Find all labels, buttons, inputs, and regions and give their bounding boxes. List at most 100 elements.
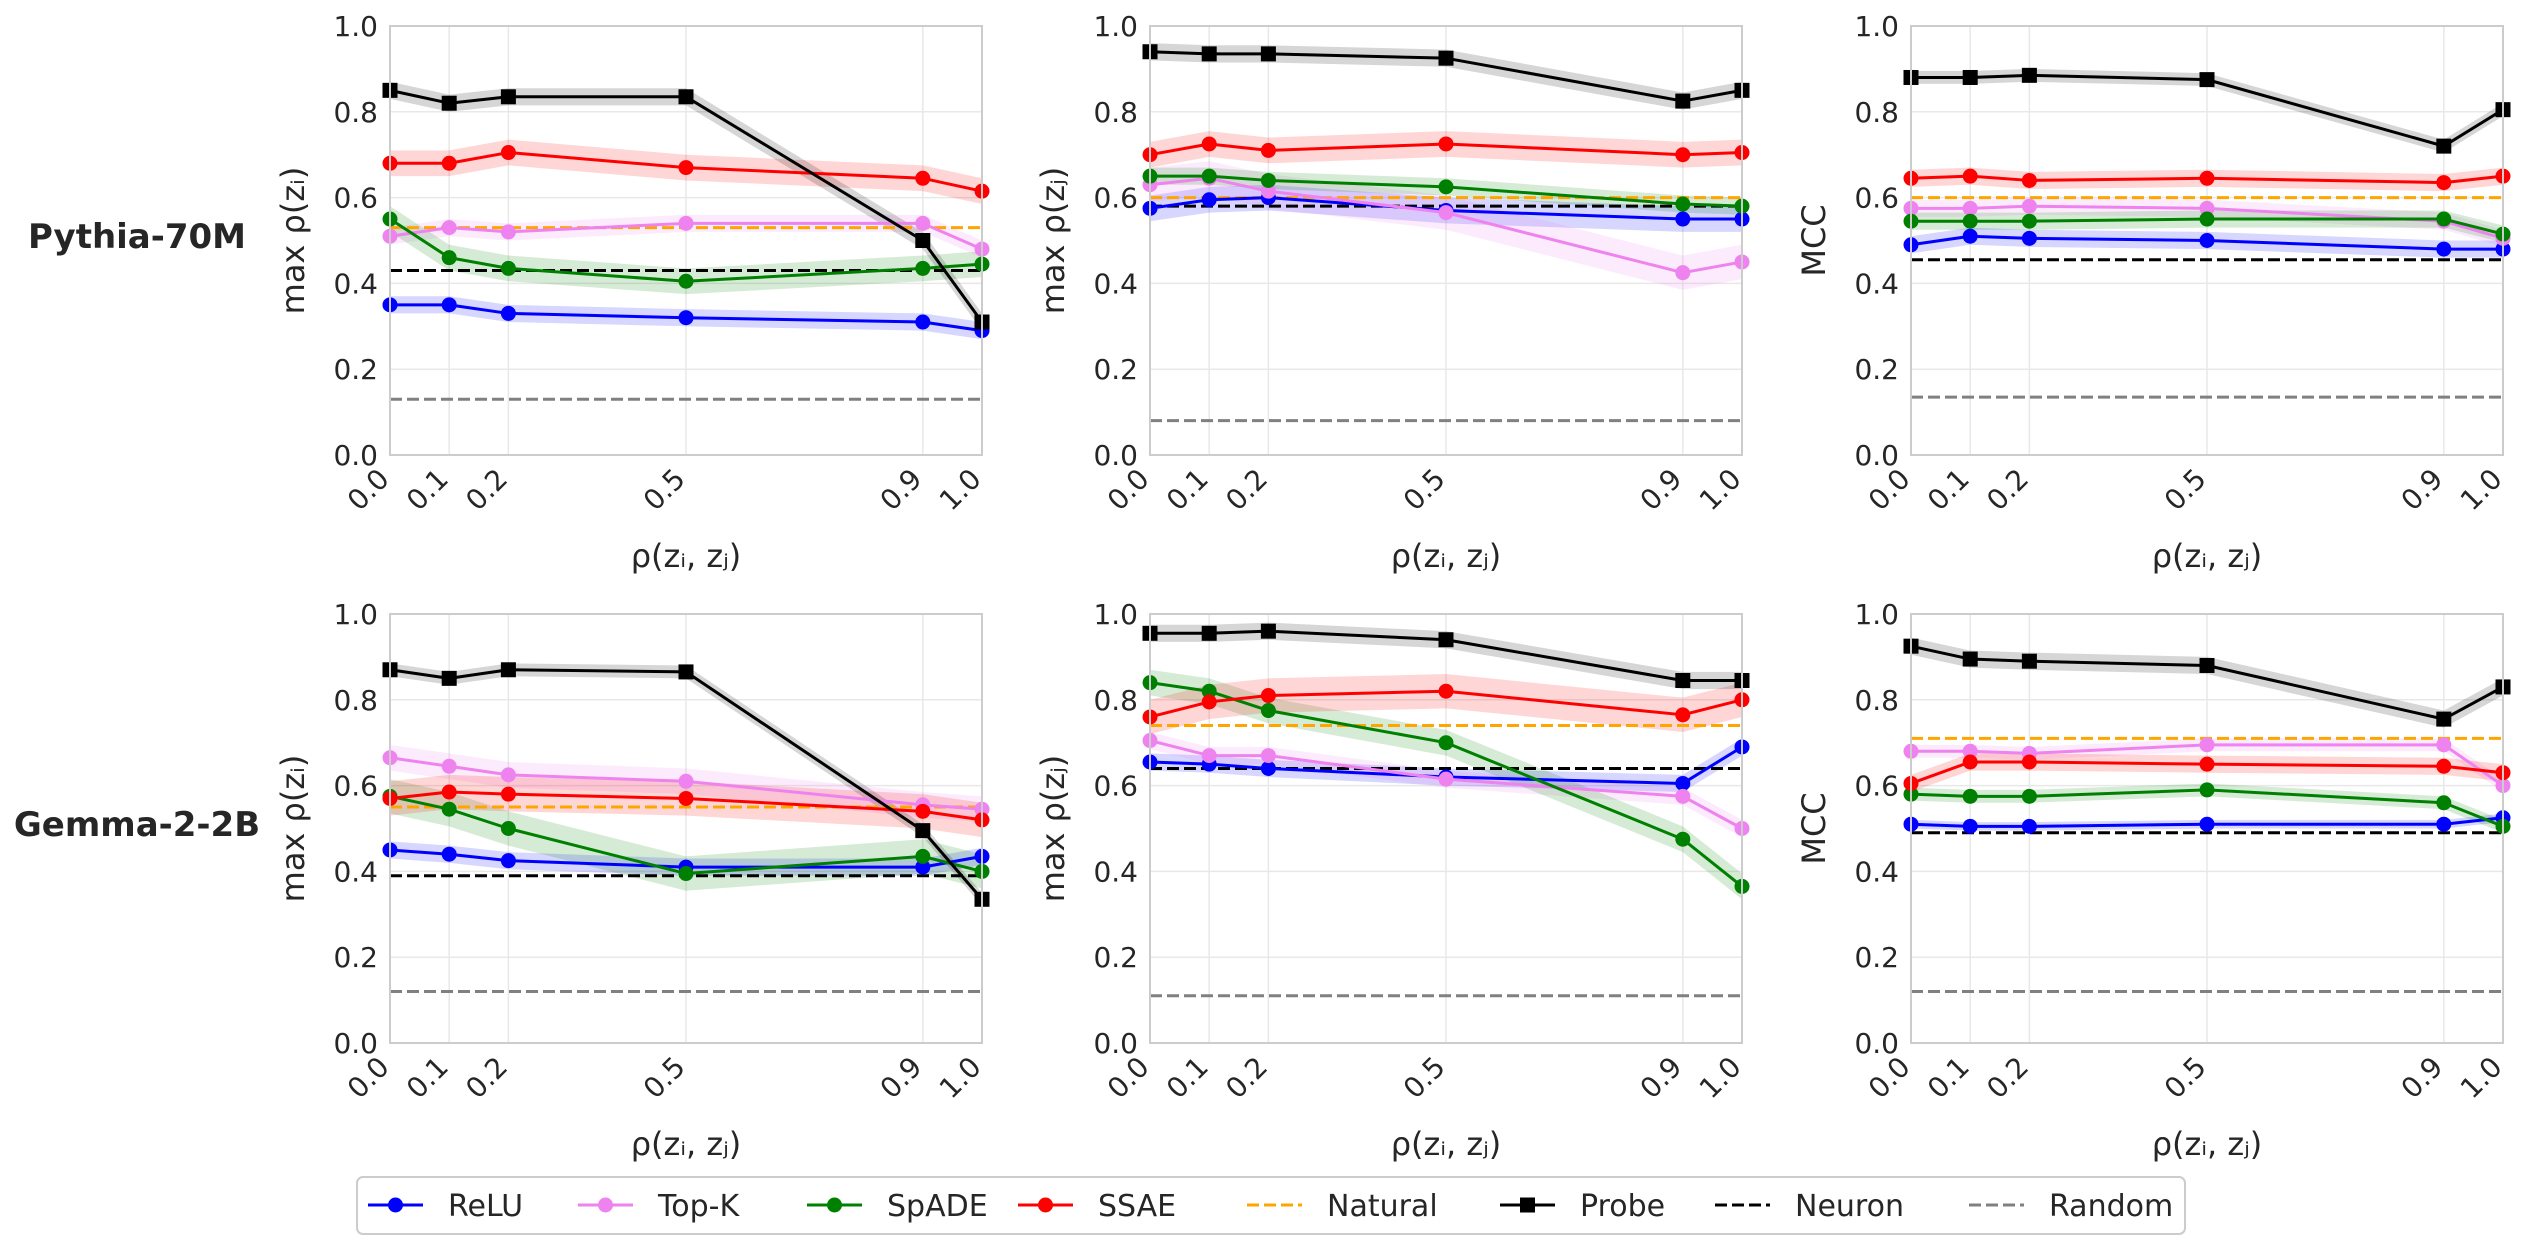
spade-point [500,260,516,276]
axes-frame [1910,25,2504,456]
ssae-point [1438,683,1454,699]
y-tick-label: 0.4 [1093,855,1138,888]
x-tick-label: 0.9 [1634,1050,1689,1105]
ssae-point [915,803,931,819]
spade-series-line [389,794,983,876]
spade-point [678,273,694,289]
relu-series-line [1910,816,2504,828]
probe-point [500,89,516,105]
y-axis-label: MCC [1795,204,1833,276]
relu-band [1150,738,1742,793]
probe-point [1260,623,1276,639]
ssae-series-line [389,790,983,822]
top-k-point [2021,198,2037,214]
x-tick-label: 0.1 [1160,462,1215,517]
spade-point [1962,788,1978,804]
x-tick-label: 0.2 [459,1050,514,1105]
y-tick-label: 0.2 [1093,353,1138,386]
top-k-point [915,215,931,231]
top-k-point [1962,200,1978,216]
y-tick-label: 0.8 [333,96,378,129]
relu-series-line [1149,745,1743,785]
y-tick-label: 0.2 [1854,941,1899,974]
x-tick-label: 0.5 [1397,462,1452,517]
legend-entry-spade: SpADE [807,1189,988,1224]
panel-2-2: 0.00.20.40.60.81.00.0 0.1 0.2 0.5 0.9 1.0ρ(zᵢ… [1034,598,1750,1163]
x-tick-label: 1.0 [1693,1050,1748,1105]
axes-frame [389,25,983,456]
y-tick-label: 0.8 [1093,96,1138,129]
probe-series-line [1150,629,1742,682]
probe-point [1201,46,1217,62]
panels: 0.00.20.40.60.81.00.0 0.1 0.2 0.5 0.9 1.0ρ(zᵢ… [274,10,2511,1163]
probe-point [1438,632,1454,648]
legend-entry-random: Random [1969,1189,2173,1224]
legend-entry-natural: Natural [1247,1189,1438,1224]
ssae-point [2021,754,2037,770]
probe-point [678,89,694,105]
x-tick-label: 0.1 [1160,1050,1215,1105]
spade-point [1438,735,1454,751]
spade-point [2021,213,2037,229]
probe-point [915,233,931,248]
probe-point [2436,711,2452,727]
y-axis-label: MCC [1795,792,1833,864]
y-axis-label: max ρ(zᵢ) [274,755,312,903]
probe-series-line [1911,73,2504,148]
x-tick-label: 1.0 [933,462,988,517]
x-tick-label: 0.1 [400,1050,455,1105]
legend-entry-relu: ReLU [368,1189,523,1224]
top-k-point [1438,771,1454,787]
y-tick-label: 0.6 [1854,770,1899,803]
probe-band [1150,622,1742,690]
probe-point [1260,46,1276,62]
ssae-point [500,786,516,802]
top-k-point [1962,743,1978,759]
x-tick-label: 0.5 [2158,462,2213,517]
spade-point [1675,196,1691,212]
top-k-series-line [389,756,983,811]
spade-band [1150,669,1742,900]
y-tick-label: 0.6 [333,182,378,215]
spade-point [1260,703,1276,719]
probe-point [678,664,694,680]
y-tick-label: 0.4 [1093,267,1138,300]
spade-point [2199,211,2215,227]
relu-point [1201,192,1217,208]
probe-series-line [1910,644,2504,721]
relu-series-line [1149,196,1742,221]
probe-series-line [389,668,984,901]
y-tick-label: 0.8 [1093,684,1138,717]
y-axis-label: max ρ(zⱼ) [1034,755,1072,903]
panel-2-3: 0.00.20.40.60.81.00.0 0.1 0.2 0.5 0.9 1.0ρ(zᵢ… [1795,598,2511,1163]
spade-series-line [1150,174,1743,208]
spade-point [678,866,694,882]
x-tick-label: 0.5 [2158,1050,2213,1105]
probe-series-line [1149,50,1743,103]
x-tick-label: 0.2 [1980,1050,2035,1105]
spade-point [2436,211,2452,227]
probe-point [2436,138,2452,154]
ssae-series-line [1910,174,2504,185]
x-tick-label: 0.5 [1397,1050,1452,1105]
probe-band [1150,43,1742,110]
legend-entry-probe: Probe [1500,1189,1665,1224]
relu-point [441,297,457,313]
x-axis-label: ρ(zᵢ, zⱼ) [2152,537,2263,575]
relu-point [1260,760,1276,776]
spade-point [2021,788,2037,804]
y-tick-label: 0.0 [1854,439,1899,472]
x-tick-label: 1.0 [2454,1050,2509,1105]
ssae-point [1962,754,1978,770]
x-tick-label: 0.2 [1980,462,2035,517]
y-tick-label: 0.8 [1854,96,1899,129]
x-tick-label: 1.0 [2454,462,2509,517]
legend-label: SSAE [1098,1189,1176,1224]
probe-point [2021,67,2037,83]
y-tick-label: 0.4 [333,855,378,888]
top-k-band [390,214,982,258]
top-k-band [1911,197,2503,247]
ssae-point [678,160,694,176]
spade-series-line [389,217,983,283]
axes-frame [1149,25,1743,456]
